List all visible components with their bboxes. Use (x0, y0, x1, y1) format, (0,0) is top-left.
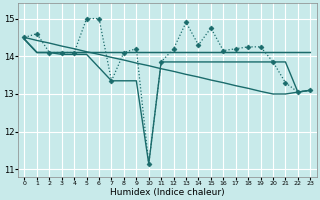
X-axis label: Humidex (Indice chaleur): Humidex (Indice chaleur) (110, 188, 225, 197)
